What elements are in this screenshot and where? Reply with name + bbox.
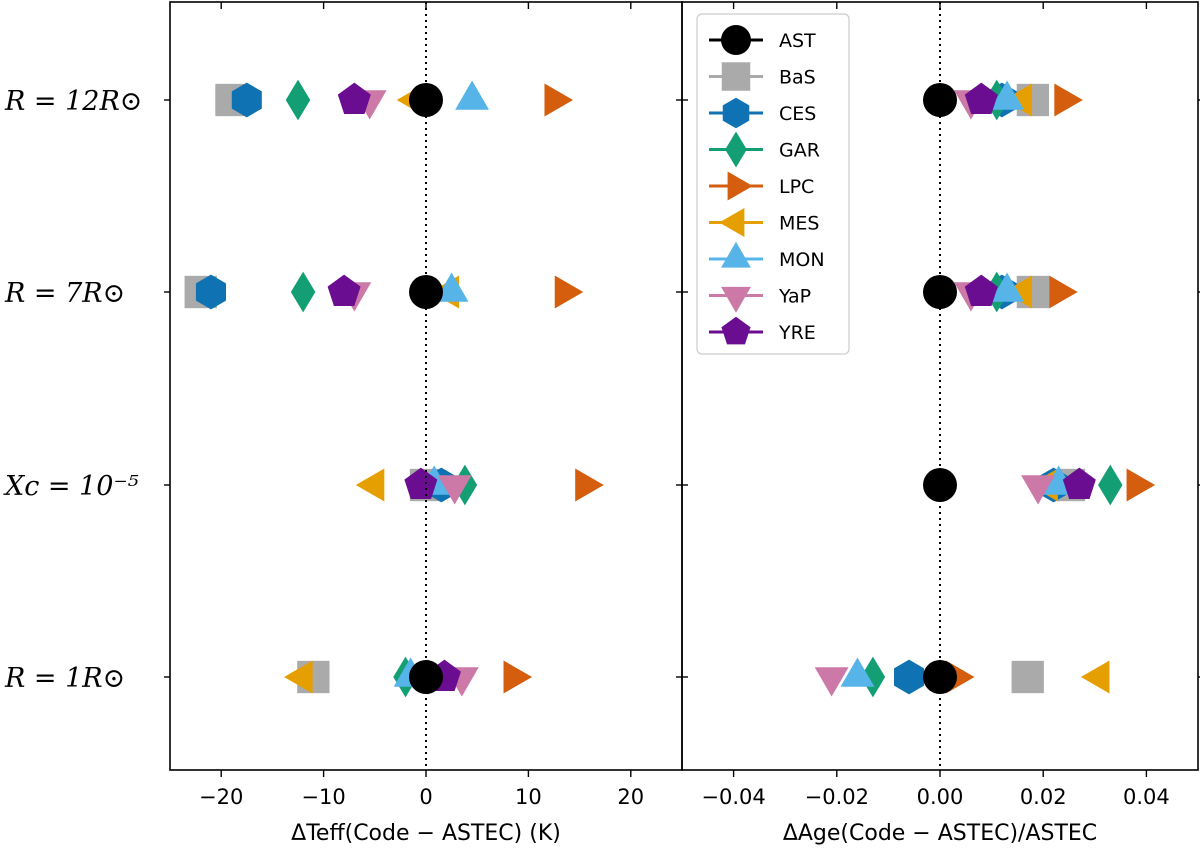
teff-mes-r1-marker [284,660,313,694]
age-yre-r12-marker [964,82,998,115]
teff-xtick-label: 20 [617,785,644,809]
teff-lpc-r7-marker [554,275,584,309]
age-gar-xc-marker [1098,464,1123,506]
age-ces-r1-marker [894,659,925,695]
age-yre-r7-marker [964,274,998,307]
teff-gar-r7-marker [290,271,316,313]
legend-yre-label: YRE [778,322,816,344]
age-gar-r1-marker [860,656,886,698]
legend-yap-label: YaP [778,286,811,308]
ylabel-r7: R = 7R⊙ [4,278,125,309]
teff-xtick-label: 0 [419,785,432,809]
age-lpc-r12-marker [1054,83,1083,117]
teff-yre-xc-marker [404,467,438,500]
legend-yap-marker [721,286,751,313]
age-mon-r12-marker [990,80,1025,110]
legend-ces-marker [722,97,750,129]
legend-ast-label: AST [779,30,816,52]
teff-yre-r12-marker [337,82,371,115]
legend-bas-label: BaS [779,67,816,89]
age-bas-r1-marker [1011,660,1044,694]
teff-mon-r7-marker [434,272,469,302]
legend-mon-label: MON [779,249,825,271]
teff-gar-r12-marker [285,79,311,121]
ylabel-r12: R = 12R⊙ [4,86,142,117]
teff-xtick-label: −20 [199,785,243,809]
teff-mon-r12-marker [455,80,490,110]
teff-xaxis-label: ΔTeff(Code − ASTEC) (K) [291,821,561,846]
age-mon-r1-marker [840,657,875,687]
age-xtick-label: 0.04 [1123,785,1170,809]
teff-lpc-r1-marker [503,660,533,694]
teff-ces-r7-marker [195,274,226,310]
legend-gar-label: GAR [779,140,820,162]
teff-ces-r12-marker [231,82,262,118]
teff-xtick-label: −10 [301,785,345,809]
age-lpc-r7-marker [1049,275,1078,309]
teff-lpc-r12-marker [544,83,574,117]
age-ast-xc-marker [923,468,957,502]
ylabel-xc: Xc = 10⁻⁵ [3,471,139,502]
age-lpc-xc-marker [1126,468,1156,502]
ylabel-r1: R = 1R⊙ [4,663,125,694]
legend-mon-marker [721,241,751,268]
legend-mes-marker [719,207,745,238]
legend-lpc-label: LPC [779,176,814,198]
axis-ticks [164,2,1200,777]
legend-ast-marker [721,25,751,55]
reference-lines [425,2,941,770]
teff-panel-markers [184,79,604,698]
age-yap-r1-marker [814,667,849,697]
age-mes-r1-marker [1080,660,1110,694]
age-xtick-label: −0.04 [701,785,765,809]
legend-lpc-marker [727,171,753,201]
age-mon-r7-marker [990,272,1025,302]
age-xtick-label: 0.00 [917,785,964,809]
teff-yap-xc-marker [437,475,472,505]
age-panel-markers [814,79,1156,698]
legend-bas-marker [721,62,751,91]
age-ast-r1-marker [923,660,957,694]
teff-mes-xc-marker [355,468,385,502]
age-xaxis-label: ΔAge(Code − ASTEC)/ASTEC [783,821,1097,846]
age-yap-xc-marker [1021,475,1055,505]
age-xtick-label: 0.02 [1020,785,1067,809]
teff-xtick-label: 10 [515,785,542,809]
teff-lpc-xc-marker [575,468,604,502]
age-xtick-label: −0.02 [805,785,869,809]
teff-yre-r7-marker [327,274,361,307]
axis-labels: −20 −10 0 10 20 ΔTeff(Code − ASTEC) (K) −0.04 −… [3,86,1170,846]
legend-gar-marker [725,131,747,168]
legend-ces-label: CES [779,103,816,125]
legend-box [696,13,850,355]
legend: AST BaS CES GAR LPC MES MON YaP YRE [696,13,850,355]
legend-yre-marker [721,316,751,345]
teff-ast-r1-marker [409,660,443,694]
age-yre-xc-marker [1062,467,1096,500]
legend-mes-label: MES [779,213,819,235]
